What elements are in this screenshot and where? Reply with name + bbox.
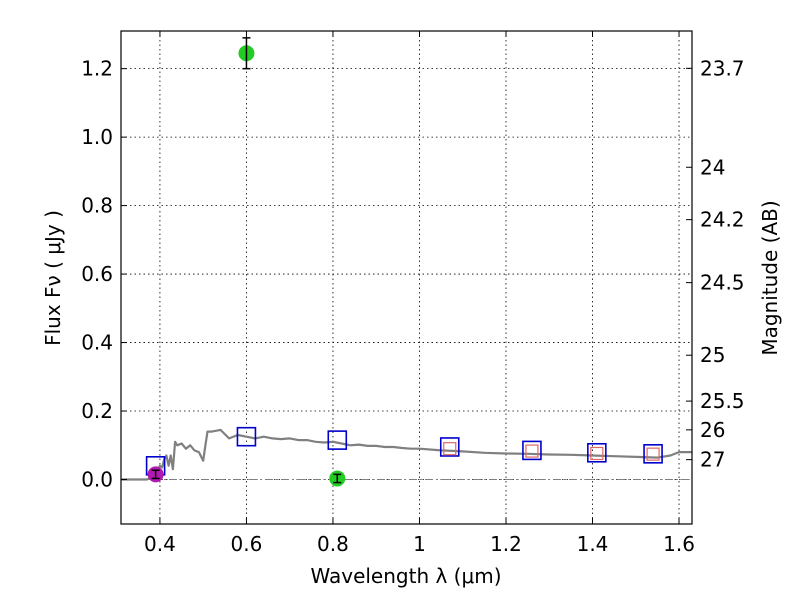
y2-tick-label: 24.5 — [700, 271, 745, 295]
y2-tick-label: 27 — [700, 448, 725, 472]
x-axis-title: Wavelength λ (μm) — [310, 564, 501, 588]
x-tick-label: 1 — [413, 532, 426, 556]
x-tick-label: 0.4 — [144, 532, 176, 556]
y-tick-label: 1.0 — [81, 125, 113, 149]
ticks: 0.4 0.6 0.8 1 1.2 1.4 1.6 0.0 0.2 0.4 0.6 0.8 1.0 1.2… — [81, 31, 745, 556]
model-photometry-square — [587, 442, 607, 463]
model-photometry-square — [236, 426, 257, 447]
model-sed-line — [121, 428, 692, 481]
y-tick-label: 0.0 — [81, 467, 113, 491]
y2-tick-label: 24.2 — [700, 208, 745, 232]
y2-tick-label: 26 — [700, 418, 725, 442]
model-photometry-square — [643, 444, 663, 464]
y-axis-title: Flux Fν ( μJy ) — [41, 210, 65, 346]
y2-tick-label: 23.7 — [700, 56, 745, 80]
y-tick-label: 0.2 — [81, 399, 113, 423]
y-tick-label: 1.2 — [81, 57, 113, 81]
model-photometry-square — [327, 430, 348, 450]
x-tick-label: 1.2 — [490, 532, 522, 556]
inner-marker-square — [525, 444, 539, 458]
y-tick-label: 0.6 — [81, 262, 113, 286]
inner-marker-square — [443, 442, 457, 456]
y2-tick-label: 25 — [700, 343, 725, 367]
y2-tick-label: 24 — [700, 155, 725, 179]
y-tick-label: 0.4 — [81, 331, 113, 355]
y2-tick-label: 25.5 — [700, 389, 745, 413]
model-photometry-square — [522, 440, 542, 461]
series-group — [121, 37, 692, 487]
x-tick-label: 1.6 — [663, 532, 695, 556]
model-photometry-square — [439, 437, 460, 457]
inner-marker-square — [590, 446, 604, 461]
y2-axis-title: Magnitude (AB) — [758, 200, 782, 355]
inner-marker-square — [646, 447, 660, 461]
grid — [121, 31, 692, 524]
plot-frame — [120, 30, 693, 525]
x-tick-label: 0.6 — [231, 532, 263, 556]
y-tick-label: 0.8 — [81, 194, 113, 218]
x-tick-label: 1.4 — [577, 532, 609, 556]
x-tick-label: 0.8 — [317, 532, 349, 556]
